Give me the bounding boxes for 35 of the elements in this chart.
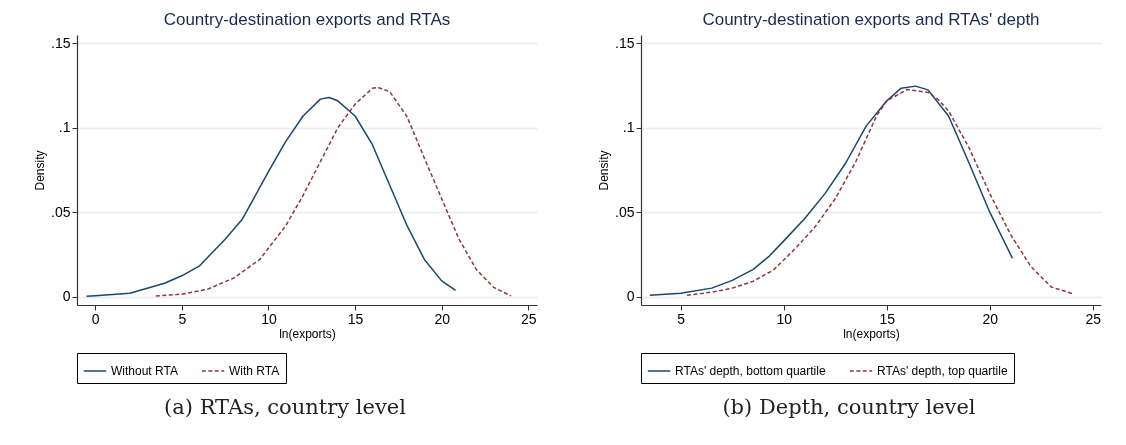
x-tick-label: 15 (879, 310, 896, 327)
x-tick-label: 0 (91, 310, 100, 327)
x-tick-label: 25 (1085, 310, 1102, 327)
y-tick-label: 0 (62, 288, 71, 305)
chart-title: Country-destination exports and RTAs (163, 10, 451, 29)
y-tick-label: .15 (51, 34, 71, 51)
y-tick-label: .05 (51, 203, 71, 220)
x-tick-label: 10 (776, 310, 793, 327)
line-series (686, 88, 1073, 296)
y-tick-label: .05 (615, 203, 635, 220)
x-tick-label: 20 (434, 310, 451, 327)
y-tick-label: .1 (58, 119, 71, 136)
line-series (85, 96, 457, 297)
text: (a) RTAs, country level (164, 395, 406, 419)
x-tick-label: 10 (261, 310, 277, 327)
legend-label: Without RTA (111, 364, 178, 378)
legend-label: RTAs' depth, bottom quartile (675, 364, 826, 378)
y-tick-label: .1 (622, 119, 635, 136)
x-tick-label: 5 (178, 310, 187, 327)
x-tick-label: 15 (347, 310, 364, 327)
x-axis-title: ln(exports) (279, 326, 336, 341)
y-axis-title: Density (33, 150, 48, 191)
x-tick-label: 25 (521, 310, 537, 327)
x-axis-title: ln(exports) (843, 326, 900, 341)
x-tick-label: 20 (982, 310, 999, 327)
x-tick-label: 5 (677, 310, 686, 327)
legend-label: With RTA (229, 364, 280, 378)
y-tick-label: 0 (626, 288, 635, 305)
chart-title: Country-destination exports and RTAs' depth (702, 10, 1040, 29)
text: (b) Depth, country level (722, 395, 976, 419)
line-series (155, 86, 512, 297)
y-axis-title: Density (597, 150, 612, 191)
legend-label: RTAs' depth, top quartile (877, 364, 1008, 378)
line-series (649, 85, 1014, 296)
y-tick-label: .15 (615, 34, 635, 51)
